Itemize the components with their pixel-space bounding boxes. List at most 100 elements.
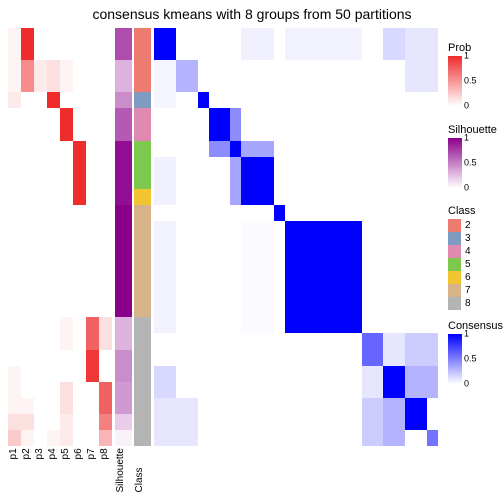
heatmap-cell [263, 60, 274, 76]
anno-cell [134, 173, 151, 189]
heatmap-cell [252, 382, 263, 398]
heatmap-cell [209, 221, 220, 237]
heatmap-cell [176, 317, 187, 333]
heatmap-cell [220, 350, 231, 366]
heatmap-cell [187, 237, 198, 253]
heatmap-cell [220, 382, 231, 398]
heatmap-cell [187, 366, 198, 382]
heatmap-cell [318, 44, 329, 60]
heatmap-cell [165, 317, 176, 333]
heatmap-cell [165, 269, 176, 285]
heatmap-cell [252, 269, 263, 285]
heatmap-cell [220, 76, 231, 92]
heatmap-cell [329, 173, 340, 189]
heatmap-cell [176, 253, 187, 269]
heatmap-cell [230, 237, 241, 253]
anno-cell [47, 301, 60, 317]
heatmap-cell [241, 333, 252, 349]
heatmap-cell [416, 333, 427, 349]
heatmap-cell [416, 28, 427, 44]
heatmap-cell [285, 285, 296, 301]
heatmap-cell [230, 398, 241, 414]
anno-col-p7 [86, 28, 99, 446]
heatmap-cell [405, 60, 416, 76]
heatmap-cell [198, 253, 209, 269]
heatmap-cell [329, 382, 340, 398]
anno-cell [47, 205, 60, 221]
heatmap-cell [230, 173, 241, 189]
heatmap-row [154, 205, 438, 221]
heatmap-cell [307, 92, 318, 108]
anno-cell [134, 44, 151, 60]
heatmap-cell [209, 76, 220, 92]
heatmap-cell [274, 317, 285, 333]
anno-cell [60, 28, 73, 44]
anno-cell [99, 221, 112, 237]
anno-cell [34, 124, 47, 140]
heatmap-cell [252, 430, 263, 446]
heatmap-cell [263, 269, 274, 285]
heatmap-cell [394, 124, 405, 140]
heatmap-cell [252, 205, 263, 221]
heatmap-cell [252, 173, 263, 189]
anno-cell [115, 205, 132, 221]
heatmap-cell [383, 269, 394, 285]
heatmap-cell [351, 205, 362, 221]
anno-cell [134, 398, 151, 414]
anno-cell [34, 189, 47, 205]
heatmap-cell [176, 221, 187, 237]
heatmap-cell [362, 60, 373, 76]
heatmap-cell [340, 44, 351, 60]
heatmap-cell [296, 205, 307, 221]
heatmap-cell [394, 221, 405, 237]
heatmap-cell [351, 366, 362, 382]
heatmap-cell [198, 108, 209, 124]
heatmap-cell [274, 157, 285, 173]
heatmap-cell [329, 189, 340, 205]
anno-cell [115, 60, 132, 76]
x-label: p5 [60, 448, 72, 492]
heatmap-cell [427, 285, 438, 301]
anno-cell [115, 285, 132, 301]
heatmap-cell [362, 92, 373, 108]
heatmap-cell [252, 317, 263, 333]
anno-cell [99, 317, 112, 333]
heatmap-cell [274, 44, 285, 60]
heatmap-cell [285, 350, 296, 366]
heatmap-cell [220, 285, 231, 301]
heatmap-cell [274, 382, 285, 398]
heatmap-cell [296, 124, 307, 140]
heatmap-cell [427, 141, 438, 157]
heatmap-cell [220, 60, 231, 76]
heatmap-cell [187, 333, 198, 349]
heatmap-cell [176, 382, 187, 398]
legend-silhouette: Silhouette10.50 [448, 124, 497, 188]
heatmap-cell [394, 44, 405, 60]
legend-tick: 1 [464, 330, 469, 339]
heatmap-cell [362, 301, 373, 317]
heatmap-cell [372, 285, 383, 301]
heatmap-cell [252, 350, 263, 366]
heatmap-cell [241, 141, 252, 157]
legend-label: 4 [465, 246, 471, 257]
heatmap-cell [209, 60, 220, 76]
heatmap-cell [351, 92, 362, 108]
anno-cell [99, 333, 112, 349]
heatmap-cell [230, 124, 241, 140]
heatmap-cell [154, 76, 165, 92]
legend-gradient [448, 138, 462, 188]
anno-cell [99, 124, 112, 140]
heatmap-cell [252, 301, 263, 317]
heatmap-cell [383, 141, 394, 157]
heatmap-cell [427, 301, 438, 317]
heatmap-cell [362, 317, 373, 333]
anno-cell [34, 141, 47, 157]
anno-cell [99, 237, 112, 253]
anno-cell [99, 414, 112, 430]
anno-cell [60, 76, 73, 92]
heatmap-cell [263, 285, 274, 301]
heatmap-cell [220, 173, 231, 189]
anno-cell [34, 221, 47, 237]
anno-cell [8, 28, 21, 44]
heatmap-cell [209, 108, 220, 124]
